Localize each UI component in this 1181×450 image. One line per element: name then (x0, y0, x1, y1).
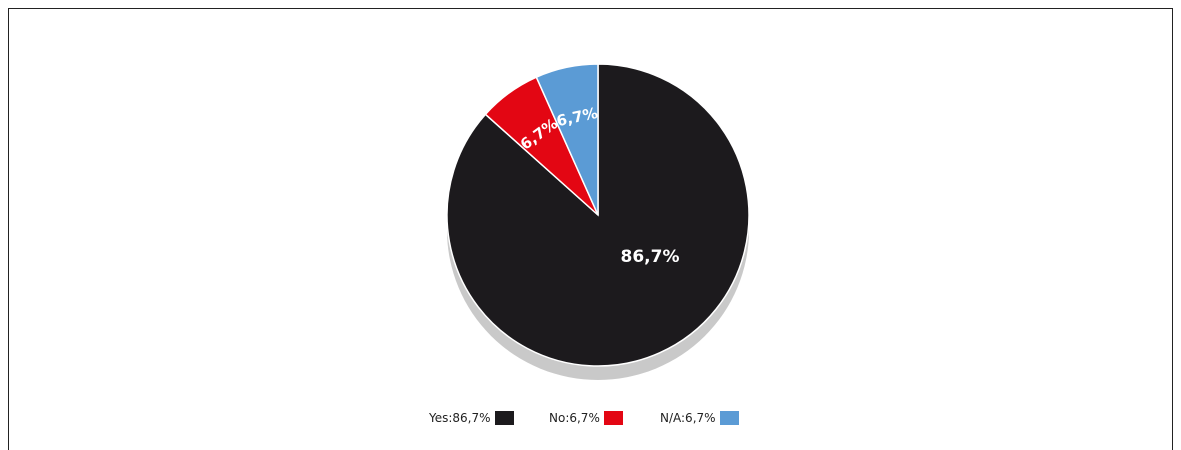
chart-frame (8, 8, 1173, 450)
legend-item-yes: Yes:86,7% (429, 411, 514, 425)
legend-label-yes: Yes:86,7% (429, 411, 491, 425)
legend-item-no: No:6,7% (549, 411, 623, 425)
legend-swatch-no (603, 411, 623, 425)
legend-swatch-na (719, 411, 739, 425)
pie-slices (446, 63, 750, 367)
legend-label-no: No:6,7% (549, 411, 600, 425)
pie-slice-na (535, 63, 599, 216)
legend-item-na: N/A:6,7% (660, 411, 739, 425)
legend-label-na: N/A:6,7% (660, 411, 716, 425)
legend-swatch-yes (494, 411, 514, 425)
pie-label-yes: 86,7% (621, 247, 680, 267)
legend: Yes:86,7% No:6,7% N/A:6,7% (0, 411, 1181, 431)
